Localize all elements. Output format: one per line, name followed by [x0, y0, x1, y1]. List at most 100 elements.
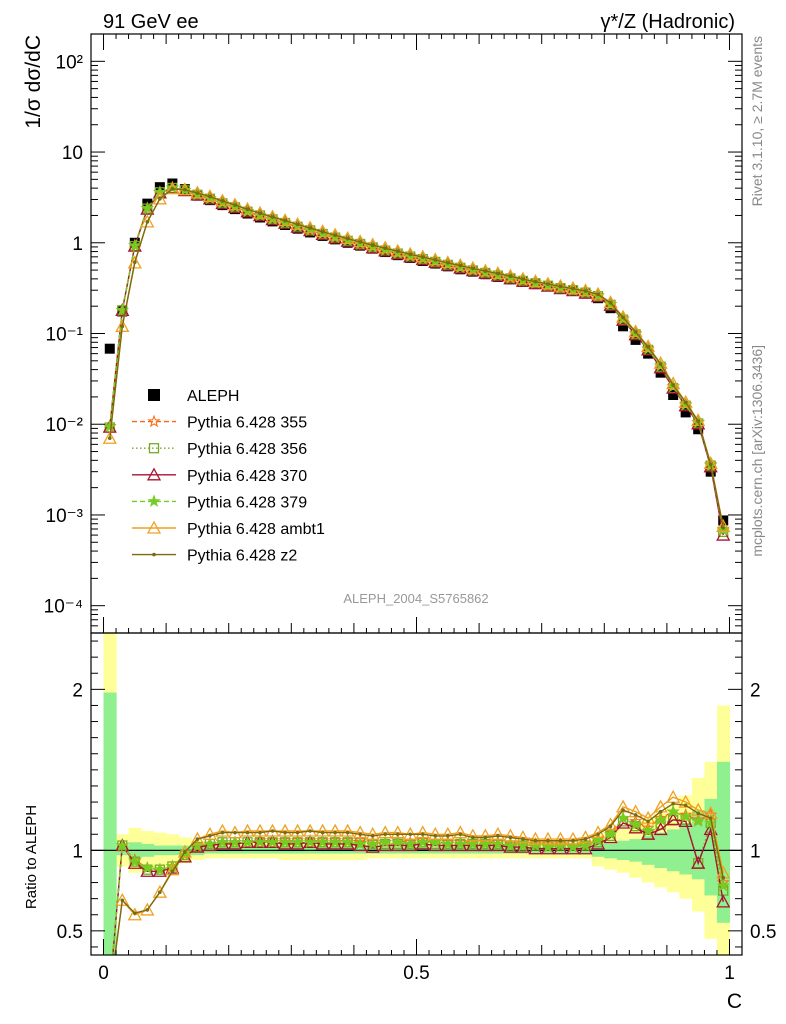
- data-marker: [202, 838, 218, 852]
- data-marker: [240, 823, 255, 837]
- data-marker: [140, 902, 155, 916]
- data-marker: [220, 830, 225, 835]
- series-pythia-6-428-z2: [107, 187, 726, 530]
- data-marker: [603, 295, 618, 309]
- data-marker: [696, 419, 700, 423]
- data-marker: [203, 836, 217, 850]
- data-marker: [105, 986, 114, 995]
- data-marker: [391, 835, 405, 848]
- data-marker: [170, 869, 175, 874]
- data-marker: [453, 836, 467, 850]
- data-marker: [403, 838, 418, 852]
- data-marker: [680, 407, 691, 418]
- data-marker: [177, 844, 192, 858]
- data-marker: [290, 835, 305, 848]
- data-marker: [208, 194, 212, 199]
- data-marker: [252, 823, 268, 837]
- data-marker: [583, 289, 588, 293]
- data-marker: [303, 835, 317, 848]
- data-marker: [308, 226, 312, 230]
- legend-item: ALEPH: [148, 388, 239, 405]
- data-marker: [458, 832, 463, 837]
- data-marker: [478, 836, 493, 850]
- data-marker: [621, 315, 625, 320]
- data-marker: [666, 376, 681, 390]
- data-marker: [290, 823, 305, 837]
- inner-band-bin: [679, 822, 693, 875]
- data-marker: [390, 825, 405, 839]
- data-marker: [565, 841, 581, 855]
- data-marker: [153, 862, 167, 876]
- data-marker: [333, 233, 337, 238]
- legend-item: Pythia 6.428 355: [132, 414, 307, 432]
- data-marker: [146, 467, 162, 481]
- data-marker: [653, 822, 668, 836]
- data-marker: [603, 817, 618, 831]
- data-marker: [127, 855, 142, 869]
- data-marker: [128, 238, 142, 252]
- data-marker: [383, 246, 388, 251]
- data-marker: [558, 838, 563, 843]
- legend-item: Pythia 6.428 356: [132, 441, 307, 458]
- data-marker: [416, 835, 430, 848]
- data-marker: [608, 824, 613, 828]
- data-marker: [127, 907, 142, 921]
- data-marker: [496, 834, 500, 838]
- data-marker: [283, 218, 287, 223]
- inner-band-bin: [103, 692, 117, 955]
- data-marker: [445, 261, 450, 265]
- data-marker: [465, 828, 480, 842]
- data-marker: [228, 835, 242, 848]
- data-marker: [147, 414, 161, 428]
- data-marker: [654, 812, 668, 826]
- data-marker: [120, 898, 125, 903]
- data-marker: [420, 255, 425, 259]
- data-marker: [541, 840, 555, 853]
- data-marker: [295, 222, 300, 227]
- data-marker: [233, 830, 237, 835]
- data-marker: [165, 862, 180, 876]
- series-line: [114, 802, 724, 955]
- data-marker: [148, 443, 160, 454]
- header-right: γ*/Z (Hadronic): [601, 11, 735, 33]
- data-marker: [641, 339, 656, 353]
- top-y-tick-label: 10: [62, 143, 83, 164]
- data-marker: [152, 191, 167, 205]
- data-marker: [708, 462, 713, 467]
- x-tick-label: 0: [98, 963, 109, 984]
- data-marker: [365, 826, 380, 840]
- data-marker: [265, 835, 280, 848]
- data-marker: [603, 827, 618, 840]
- data-marker: [215, 835, 230, 848]
- data-marker: [152, 552, 156, 557]
- data-marker: [353, 838, 368, 852]
- ratio-y-tick-label: 2: [750, 680, 761, 701]
- data-marker: [290, 836, 305, 850]
- top-y-tick-label: 10⁻²: [46, 415, 84, 436]
- data-marker: [496, 271, 500, 276]
- data-marker: [678, 809, 693, 823]
- data-marker: [433, 258, 438, 262]
- mcplots-reference: mcplots.cern.ch [arXiv:1306.3436]: [749, 345, 765, 557]
- data-marker: [148, 389, 160, 401]
- data-marker: [278, 835, 292, 848]
- data-marker: [158, 197, 162, 201]
- data-marker: [345, 830, 350, 835]
- data-marker: [666, 812, 681, 826]
- data-marker: [721, 526, 726, 530]
- data-marker: [521, 837, 525, 841]
- data-marker: [140, 861, 154, 874]
- data-marker: [471, 266, 475, 271]
- data-marker: [183, 850, 187, 854]
- data-marker: [165, 181, 180, 195]
- data-marker: [643, 348, 654, 359]
- data-marker: [240, 835, 255, 848]
- data-marker: [170, 187, 175, 191]
- data-marker: [546, 838, 550, 843]
- data-marker: [340, 836, 355, 850]
- data-marker: [128, 854, 142, 868]
- data-marker: [370, 834, 375, 838]
- data-marker: [596, 832, 600, 837]
- legend-item: Pythia 6.428 ambt1: [132, 520, 325, 538]
